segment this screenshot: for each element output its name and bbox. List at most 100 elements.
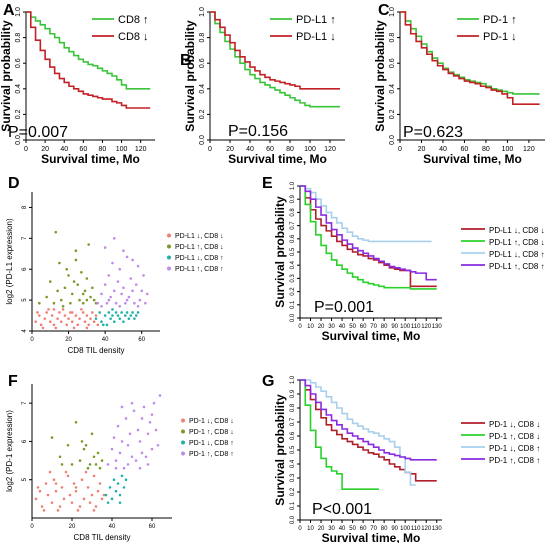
p-value-label: P=0.156 <box>228 123 288 140</box>
legend-label: PD-L1 ↓, CD8 ↓ <box>175 233 224 240</box>
scatter-point <box>78 459 82 462</box>
scatter-point <box>122 466 126 470</box>
scatter-point <box>140 451 144 455</box>
scatter-point <box>69 311 72 314</box>
x-tick-label: 90 <box>391 526 398 532</box>
scatter-point <box>122 249 125 252</box>
scatter-point <box>96 323 100 327</box>
series-line <box>26 11 151 90</box>
scatter-point <box>81 292 85 296</box>
scatter-point <box>96 489 100 493</box>
legend-marker <box>181 440 185 445</box>
scatter-point <box>114 301 118 305</box>
scatter-point <box>80 308 83 311</box>
y-tick-label: 0.2 <box>290 487 296 496</box>
x-tick-label: 20 <box>418 146 426 153</box>
scatter-point <box>131 258 134 262</box>
scatter-point <box>133 301 136 305</box>
x-tick-label: 0 <box>24 146 28 153</box>
x-tick-label: 120 <box>324 146 336 153</box>
scatter-point <box>72 482 76 485</box>
scatter-point <box>44 482 48 485</box>
x-tick-label: 100 <box>502 146 514 153</box>
legend-label: PD-1 ↓, CD8 ↑ <box>189 440 234 447</box>
scatter-point <box>138 298 142 302</box>
scatter-point <box>54 230 58 234</box>
legend-label: PD-1 ↓, CD8 ↓ <box>189 418 234 425</box>
scatter-point <box>134 314 138 317</box>
scatter-point <box>116 482 120 485</box>
scatter-point <box>106 501 110 504</box>
panel-c: C0 20 40 60 80 100 1200.00.20.40.60.81.0Surviv… <box>373 2 545 166</box>
y-tick-label: 4 <box>22 329 28 333</box>
scatter-point <box>74 314 78 317</box>
x-tick-label: 100 <box>400 324 411 330</box>
y-tick-label: 1.0 <box>290 375 296 384</box>
scatter-point <box>87 243 90 246</box>
y-tick-label: 0.3 <box>290 274 296 283</box>
scatter-point <box>100 320 103 324</box>
scatter-point <box>102 493 106 497</box>
scatter-point <box>120 292 123 296</box>
legend-label: PD-1 ↑, CD8 ↓ <box>489 432 540 441</box>
scatter-point <box>138 440 142 443</box>
scatter-point <box>98 311 101 314</box>
scatter-point <box>100 292 103 296</box>
x-tick-label: 40 <box>102 337 109 343</box>
scatter-point <box>34 320 37 324</box>
series-line <box>300 379 437 461</box>
scatter-point <box>105 323 109 327</box>
y-tick-label: 0.4 <box>199 84 206 94</box>
scatter-point <box>118 493 122 497</box>
scatter-point <box>36 486 40 489</box>
x-tick-label: 100 <box>116 146 128 153</box>
scatter-point <box>98 466 102 470</box>
x-tick-label: 40 <box>439 146 447 153</box>
legend-label: CD8 ↓ <box>118 31 149 43</box>
scatter-point <box>78 298 81 302</box>
scatter-point <box>54 482 58 485</box>
scatter-point <box>122 320 125 324</box>
x-tick-label: 20 <box>318 324 325 330</box>
scatter-point <box>114 459 118 462</box>
scatter-point <box>118 267 122 271</box>
legend-label: PD-1 ↓, CD8 ↑ <box>489 444 540 453</box>
scatter-point <box>94 301 98 305</box>
scatter-point <box>92 298 96 302</box>
scatter-point <box>60 486 64 489</box>
x-tick-label: 50 <box>349 324 356 330</box>
scatter-point <box>69 301 72 305</box>
legend-marker <box>181 429 185 434</box>
scatter-point <box>86 486 90 489</box>
y-tick-label: 0.8 <box>290 208 296 217</box>
scatter-point <box>40 505 44 508</box>
scatter-point <box>52 308 56 311</box>
legend-label: PD-L1 ↓ <box>296 31 336 43</box>
scatter-point <box>48 320 52 324</box>
scatter-point <box>127 295 131 299</box>
scatter-point <box>103 246 107 249</box>
scatter-point <box>116 280 120 283</box>
scatter-point <box>152 401 156 405</box>
scatter-point <box>64 470 68 474</box>
scatter-point <box>74 486 78 489</box>
scatter-point <box>126 463 130 466</box>
series-line <box>26 11 151 109</box>
scatter-point <box>122 286 125 290</box>
scatter-point <box>59 320 63 324</box>
scatter-point <box>112 237 116 240</box>
scatter-point <box>144 301 147 305</box>
scatter-point <box>74 249 78 252</box>
scatter-point <box>96 451 100 455</box>
scatter-point <box>38 314 41 317</box>
scatter-point <box>34 497 38 501</box>
panel-letter: E <box>262 175 273 192</box>
scatter-point <box>103 314 107 317</box>
scatter-point <box>65 323 69 327</box>
scatter-point <box>91 311 94 314</box>
legend-marker <box>167 244 171 249</box>
scatter-point <box>81 311 85 314</box>
y-tick-label: 0.8 <box>15 33 22 43</box>
scatter-point <box>146 432 150 436</box>
scatter-point <box>129 314 133 317</box>
